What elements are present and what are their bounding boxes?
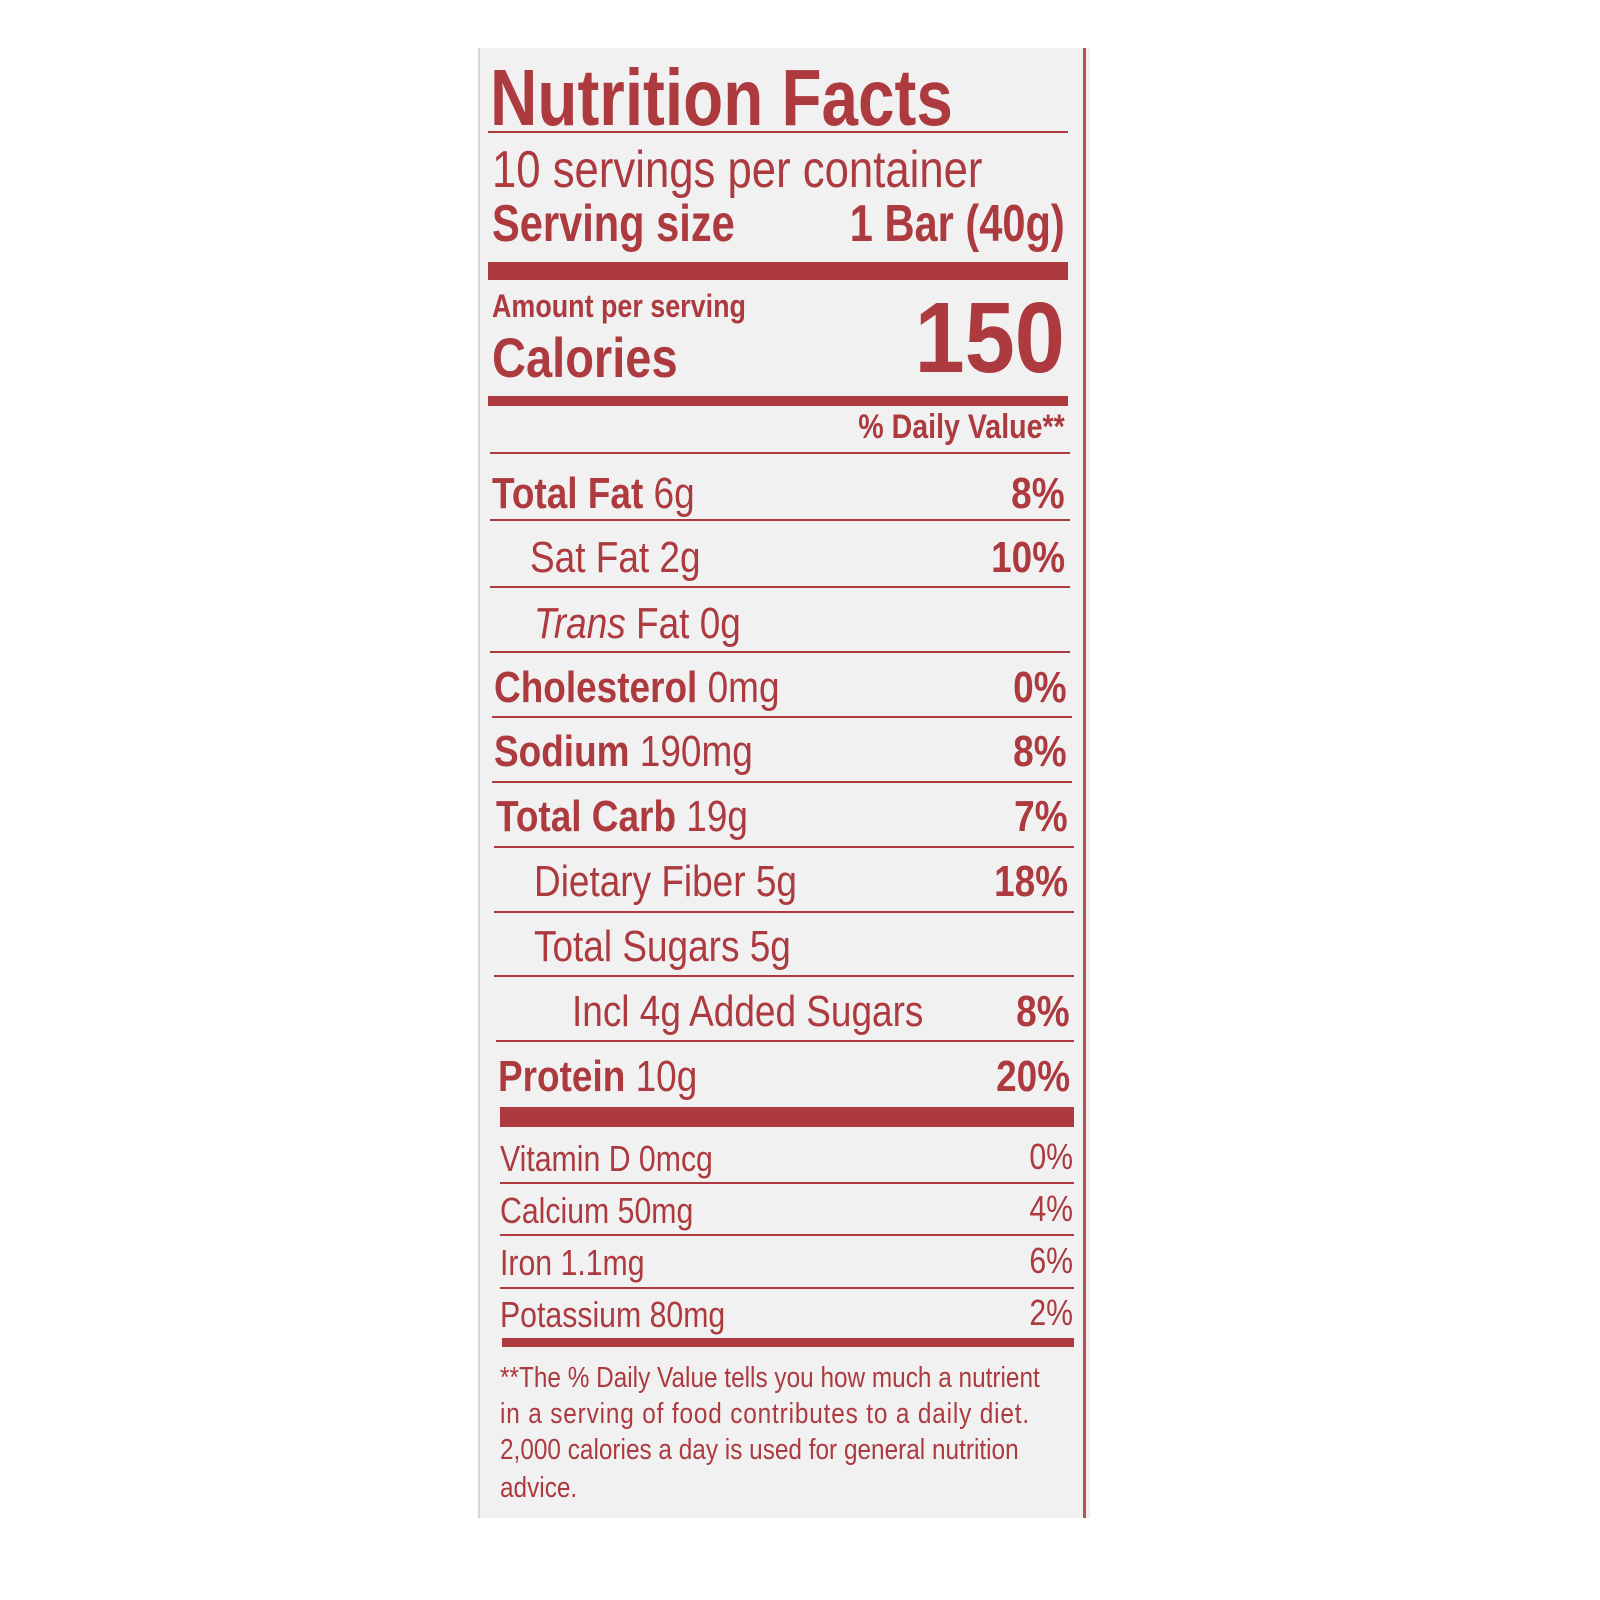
footnote-line: **The % Daily Value tells you how much a…	[500, 1362, 1040, 1394]
vitamin-text: Potassium 80mg	[500, 1294, 726, 1335]
nutrient-dv: 7%	[1014, 792, 1068, 841]
nutrient-dv: 20%	[996, 1052, 1070, 1101]
thick-divider	[488, 262, 1068, 280]
nutrient-amount: 190mg	[639, 727, 753, 776]
nutrient-amount: 2g	[659, 533, 701, 582]
divider	[500, 1234, 1074, 1236]
nutrient-dv: 8%	[1016, 987, 1070, 1036]
amount-per-serving: Amount per serving	[492, 288, 746, 324]
nutrient-amount: 0mg	[707, 663, 780, 712]
nutrient-dv: 8%	[1011, 469, 1065, 518]
nutrient-amount: 5g	[755, 857, 797, 906]
nutrient-amount: 10g	[635, 1052, 698, 1101]
daily-value-header: % Daily Value**	[858, 408, 1065, 446]
divider	[488, 131, 1068, 133]
vitamin-dv: 2%	[1029, 1292, 1073, 1333]
divider	[492, 781, 1072, 783]
nutrient-name: Sat Fat	[530, 533, 650, 582]
divider	[500, 1182, 1074, 1184]
nutrient-amount: 0g	[699, 599, 741, 648]
nutrient-name: Incl 4g Added Sugars	[572, 987, 924, 1036]
divider	[490, 586, 1070, 588]
divider	[492, 716, 1072, 718]
nutrient-amount: 19g	[686, 792, 748, 841]
nutrient-name: Cholesterol	[494, 663, 698, 712]
serving-size-label: Serving size	[492, 195, 735, 253]
nutrient-name: Total Sugars	[534, 922, 740, 971]
vitamin-dv: 6%	[1029, 1240, 1073, 1281]
footnote-line: advice.	[500, 1472, 578, 1504]
divider	[490, 452, 1070, 454]
divider	[494, 911, 1074, 913]
vitamin-text: Iron 1.1mg	[500, 1242, 645, 1283]
nutrient-dv: 0%	[1013, 663, 1067, 712]
medium-divider	[502, 1338, 1074, 1347]
footnote-line: in a serving of food contributes to a da…	[500, 1398, 1031, 1430]
nutrient-name-italic: Trans	[534, 599, 626, 648]
nutrient-dv: 18%	[994, 857, 1068, 906]
nutrition-label-panel	[478, 48, 1090, 1518]
nutrient-amount: 6g	[653, 469, 695, 518]
vitamin-dv: 0%	[1029, 1136, 1073, 1177]
divider	[490, 651, 1070, 653]
nutrient-name: Sodium	[494, 727, 630, 776]
nutrient-name: Protein	[498, 1052, 626, 1101]
nutrient-name: Total Carb	[496, 792, 677, 841]
label-title: Nutrition Facts	[490, 53, 953, 142]
nutrient-name: Fat	[636, 599, 690, 648]
nutrient-amount: 5g	[749, 922, 791, 971]
nutrient-dv: 10%	[991, 533, 1065, 582]
footnote-line: 2,000 calories a day is used for general…	[500, 1434, 1019, 1466]
nutrient-dv: 8%	[1013, 727, 1067, 776]
serving-size-value: 1 Bar (40g)	[849, 195, 1065, 253]
vitamin-text: Vitamin D 0mcg	[500, 1138, 713, 1179]
divider	[490, 519, 1070, 521]
divider	[494, 846, 1074, 848]
vitamin-text: Calcium 50mg	[500, 1190, 694, 1231]
medium-divider	[488, 396, 1068, 406]
vitamin-dv: 4%	[1029, 1188, 1073, 1229]
divider	[496, 1040, 1074, 1042]
divider	[500, 1287, 1074, 1289]
calories-value: 150	[914, 282, 1065, 394]
nutrient-name: Dietary Fiber	[534, 857, 746, 906]
servings-per-container: 10 servings per container	[492, 141, 983, 199]
calories-label: Calories	[492, 326, 678, 389]
divider	[494, 975, 1074, 977]
nutrient-name: Total Fat	[492, 469, 644, 518]
thick-divider	[500, 1107, 1074, 1127]
panel-edge	[1083, 48, 1086, 1518]
